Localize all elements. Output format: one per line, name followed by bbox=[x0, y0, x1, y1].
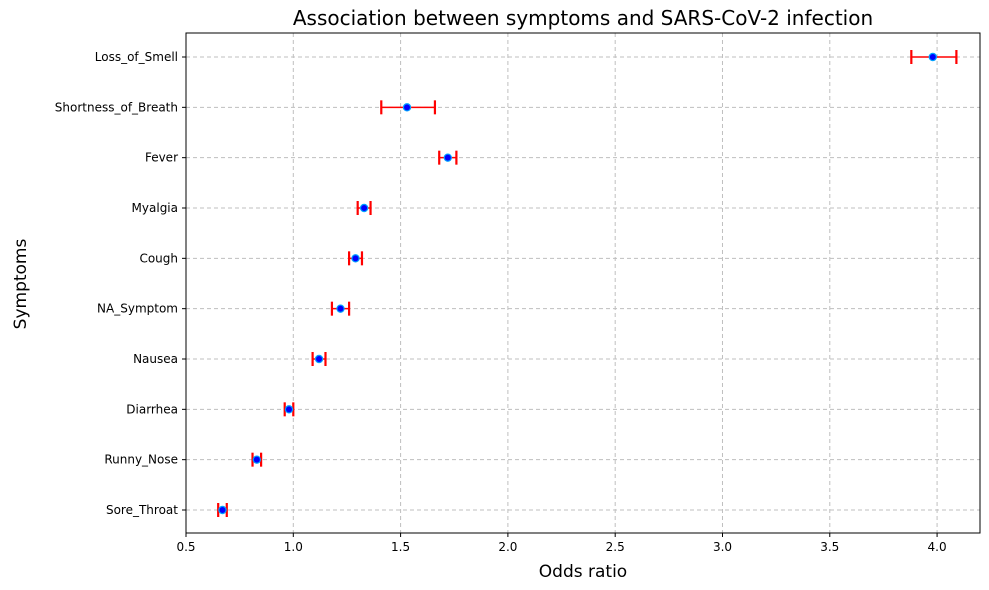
y-tick-label: Loss_of_Smell bbox=[95, 50, 178, 64]
y-tick-label: Cough bbox=[139, 251, 178, 265]
odds-ratio-point bbox=[351, 254, 360, 263]
x-tick-label: 3.0 bbox=[713, 540, 732, 554]
x-tick-label: 3.5 bbox=[820, 540, 839, 554]
odds-ratio-point bbox=[218, 505, 227, 515]
y-tick-label: Shortness_of_Breath bbox=[55, 100, 178, 114]
y-tick-label: Sore_Throat bbox=[106, 503, 178, 517]
x-tick-label: 4.0 bbox=[928, 540, 947, 554]
odds-ratio-point bbox=[443, 153, 453, 162]
x-tick-label: 2.5 bbox=[606, 540, 625, 554]
plot-frame bbox=[185, 32, 981, 534]
odds-ratio-point bbox=[928, 52, 937, 62]
odds-ratio-point bbox=[314, 354, 324, 364]
y-axis-ticks: Sore_Throat Runny_Nose Diarrhea Nausea NA_Sy… bbox=[55, 50, 186, 517]
y-tick-label: Diarrhea bbox=[126, 402, 178, 416]
odds-ratio-point bbox=[336, 304, 345, 313]
odds-ratio-point bbox=[359, 203, 369, 213]
chart-title: Association between symptoms and SARS-Co… bbox=[293, 6, 873, 30]
x-tick-label: 1.0 bbox=[284, 540, 303, 554]
y-tick-label: NA_Symptom bbox=[97, 302, 178, 316]
y-tick-label: Myalgia bbox=[132, 201, 178, 215]
x-tick-label: 2.0 bbox=[498, 540, 517, 554]
y-tick-label: Fever bbox=[145, 151, 178, 165]
marks-layer bbox=[217, 50, 958, 517]
odds-ratio-point bbox=[284, 405, 294, 414]
odds-ratio-point bbox=[402, 103, 412, 112]
x-axis-ticks: 0.5 1.0 1.5 2.0 2.5 3.0 3.5 4.0 bbox=[176, 533, 947, 554]
y-tick-label: Nausea bbox=[133, 352, 178, 366]
x-tick-label: 1.5 bbox=[391, 540, 410, 554]
odds-ratio-point bbox=[252, 455, 262, 464]
y-tick-label: Runny_Nose bbox=[104, 453, 178, 467]
x-axis-label: Odds ratio bbox=[539, 562, 627, 582]
x-tick-label: 0.5 bbox=[176, 540, 195, 554]
y-axis-label: Symptoms bbox=[11, 239, 31, 330]
grid-layer bbox=[185, 33, 980, 533]
